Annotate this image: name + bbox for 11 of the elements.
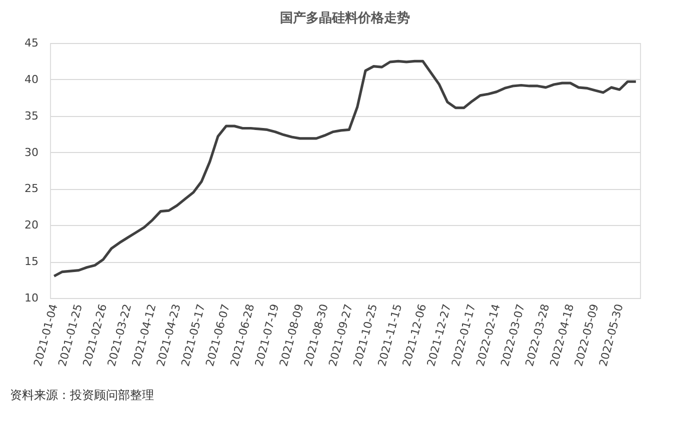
y-tick-label: 20	[24, 218, 38, 232]
y-tick-label: 40	[24, 72, 38, 86]
y-tick-label: 30	[24, 146, 38, 159]
y-tick-label: 10	[24, 292, 38, 304]
text: 资料来源：投资顾问部整理	[10, 388, 154, 402]
chart-title: 国产多晶硅料价格走势	[280, 10, 410, 26]
line-series	[52, 60, 638, 278]
y-tick-label: 15	[24, 255, 38, 268]
y-tick-label: 45	[24, 36, 38, 50]
y-tick-label: 35	[24, 109, 38, 122]
y-tick-label: 25	[24, 182, 38, 196]
